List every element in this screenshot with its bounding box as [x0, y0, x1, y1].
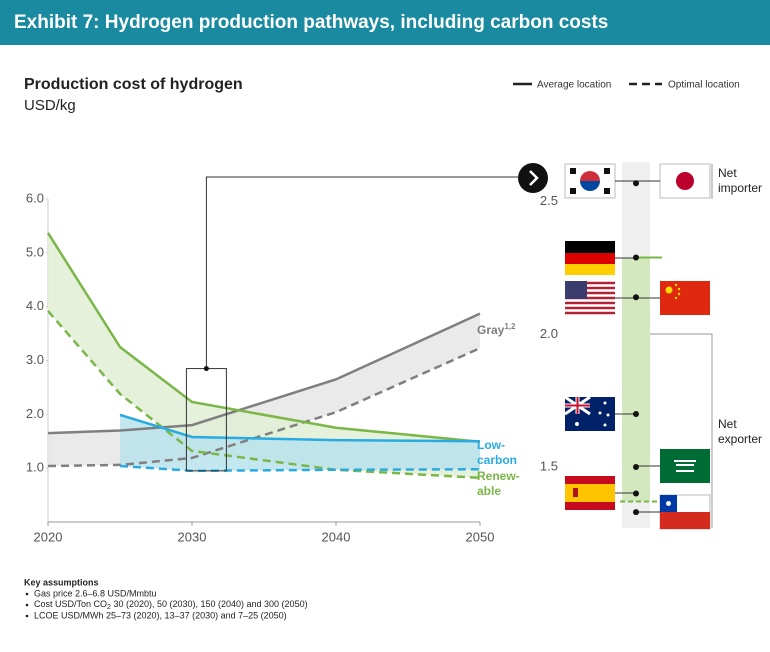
flag-korea	[564, 163, 616, 199]
series-label-text: Gray	[477, 323, 505, 337]
group-label: exporter	[718, 432, 762, 446]
flag-saudi	[660, 449, 710, 483]
x-tick-label: 2020	[34, 529, 63, 544]
y-tick-label: 1.0	[26, 460, 44, 475]
x-tick-label: 2040	[322, 529, 351, 544]
chart-subtitle: USD/kg	[24, 97, 76, 114]
legend-label: Optimal location	[668, 80, 740, 91]
y-tick-label: 2.5	[540, 193, 558, 208]
range-band	[48, 232, 480, 478]
note-sub: 2	[107, 604, 111, 611]
dot	[633, 509, 639, 516]
x-tick-label: 2050	[466, 529, 495, 544]
note: Gas price 2.6–6.8 USD/Mmbtu	[34, 588, 157, 598]
y-tick-label: 2.0	[540, 326, 558, 341]
highlight-connector	[205, 176, 518, 369]
highlight-dot	[203, 366, 209, 372]
y-tick-label: 2.0	[26, 406, 44, 421]
note: LCOE USD/MWh 25–73 (2020), 13–37 (2030) …	[34, 610, 287, 620]
bullet	[25, 592, 29, 596]
dot	[633, 254, 639, 261]
next-button[interactable]	[518, 163, 548, 193]
average-line	[47, 312, 481, 435]
note-text: 30 (2020), 50 (2030), 150 (2040) and 300…	[111, 599, 308, 609]
header-bar	[0, 0, 770, 45]
series-label: Renew-	[477, 469, 520, 483]
dot	[633, 180, 639, 187]
optimal-line	[119, 464, 481, 473]
bullet	[25, 603, 29, 607]
optimal-line	[47, 346, 481, 468]
notes-title: Key assumptions	[24, 577, 99, 587]
average-line	[46, 232, 481, 444]
flag-chile	[659, 494, 711, 530]
optimal-line	[47, 310, 481, 480]
y-tick-label: 1.5	[540, 458, 558, 473]
chart-title: Production cost of hydrogen	[24, 76, 243, 93]
average-line	[119, 413, 481, 443]
y-tick-label: 6.0	[26, 190, 44, 205]
group-label: importer	[718, 181, 762, 195]
y-tick-label: 5.0	[26, 244, 44, 259]
flag-china	[660, 281, 710, 315]
flag-spain	[565, 476, 615, 510]
series-label: Low-	[477, 438, 505, 452]
header-title: Exhibit 7: Hydrogen production pathways,…	[14, 12, 608, 33]
dot	[633, 464, 639, 470]
flag-usa	[565, 281, 615, 315]
series-label: carbon	[477, 453, 517, 467]
note: Cost USD/Ton CO2 30 (2020), 50 (2030), 1…	[34, 599, 308, 610]
dot	[633, 294, 639, 301]
y-tick-label: 3.0	[26, 352, 44, 367]
flags	[564, 163, 711, 530]
group-label: Net	[718, 417, 737, 431]
dot	[633, 410, 639, 417]
note-text: Cost USD/Ton CO	[34, 599, 107, 609]
flag-japan	[659, 163, 711, 199]
range-band	[120, 414, 480, 471]
group-label: Net	[718, 166, 737, 180]
series-label-sup: 1,2	[504, 322, 516, 331]
dot	[633, 490, 639, 497]
legend-label: Average location	[537, 80, 611, 91]
series-label: able	[477, 484, 501, 498]
flag-australia	[564, 395, 615, 431]
y-tick-label: 4.0	[26, 298, 44, 313]
bullet	[25, 614, 29, 618]
series-label: Gray1,2	[477, 322, 516, 337]
group-bracket	[650, 333, 713, 528]
x-tick-label: 2030	[178, 529, 207, 544]
flag-germany	[565, 241, 615, 275]
